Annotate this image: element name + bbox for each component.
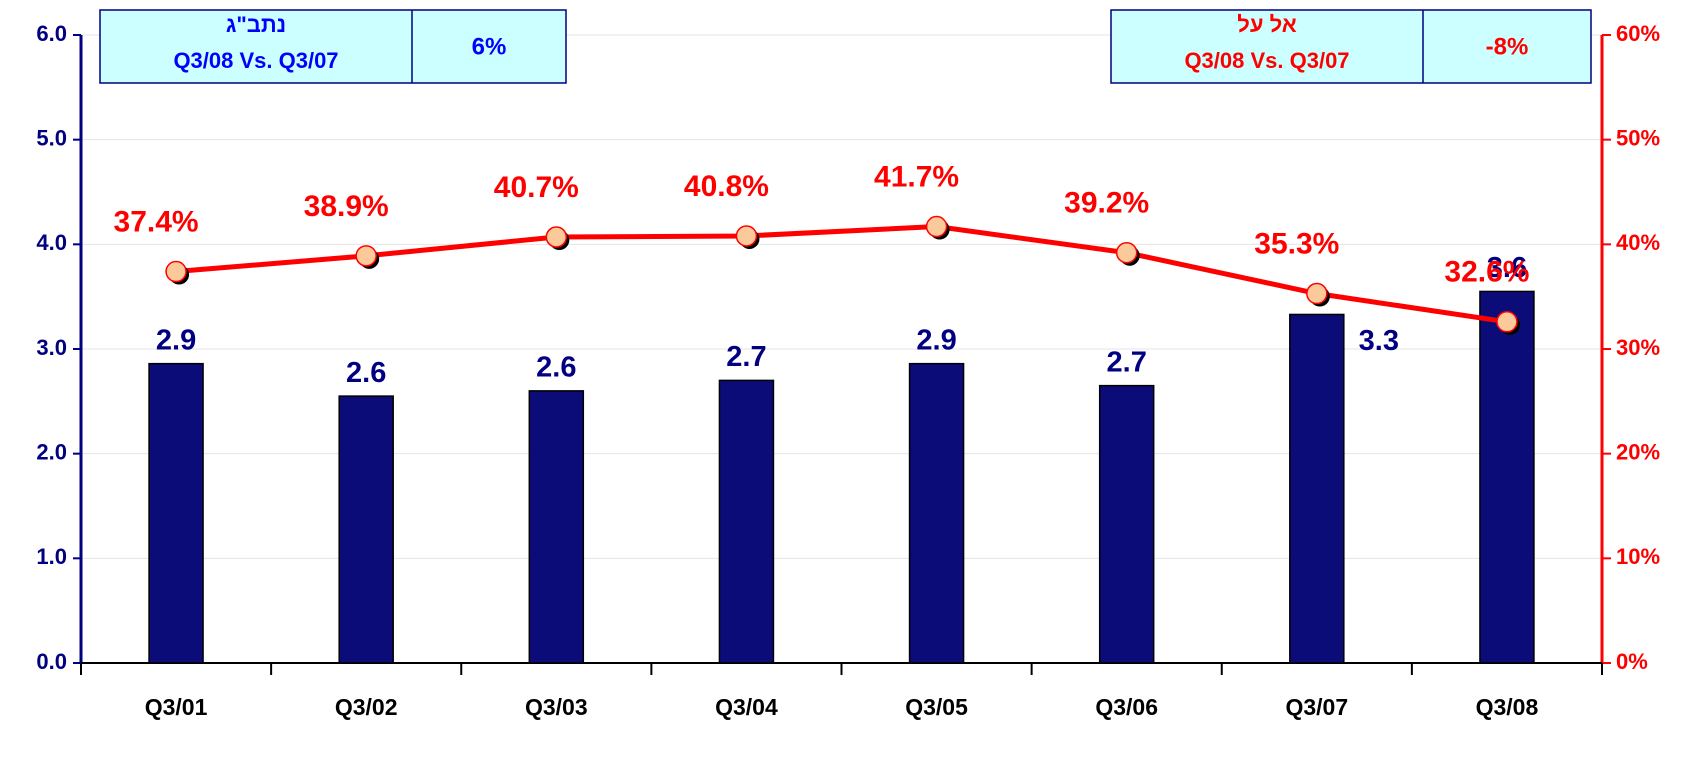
bar-label: 2.9	[916, 324, 956, 356]
info-title: אל על	[1237, 12, 1296, 37]
line-label: 40.7%	[494, 171, 579, 204]
info-subtitle: Q3/08 Vs. Q3/07	[173, 48, 338, 73]
y-tick-label: 4.0	[36, 230, 67, 255]
marker	[1306, 282, 1328, 305]
marker	[735, 225, 758, 247]
y-tick-label: 3.0	[36, 335, 67, 360]
y2-tick-label: 20%	[1616, 439, 1660, 464]
y2-tick-label: 60%	[1616, 21, 1660, 46]
line-label: 37.4%	[114, 205, 199, 238]
marker	[355, 245, 377, 267]
line-label: 41.7%	[874, 160, 959, 193]
y2-tick-label: 50%	[1616, 125, 1660, 150]
y-tick-label: 2.0	[36, 439, 67, 464]
bar	[1289, 313, 1345, 664]
bar	[1479, 290, 1535, 664]
line	[175, 224, 1508, 325]
bar-label: 2.6	[536, 352, 576, 384]
line-label: 35.3%	[1254, 227, 1339, 260]
bar	[908, 362, 965, 664]
info-title: נתב"ג	[226, 12, 286, 37]
line-label: 39.2%	[1064, 187, 1149, 220]
x-tick-label: Q3/04	[715, 694, 778, 720]
bar	[528, 390, 585, 664]
x-tick-label: Q3/08	[1476, 694, 1539, 720]
x-tick-label: Q3/06	[1095, 694, 1158, 720]
bar-label: 2.9	[156, 324, 196, 356]
x-tick-label: Q3/02	[335, 694, 398, 720]
bar-label: 2.7	[1107, 346, 1147, 378]
y2-tick-label: 10%	[1616, 544, 1660, 569]
marker	[1115, 241, 1138, 264]
bar-label: 3.3	[1359, 325, 1399, 357]
x-tick-label: Q3/07	[1285, 694, 1348, 720]
info-box	[1110, 9, 1592, 84]
marker	[545, 226, 568, 248]
info-box	[99, 9, 567, 84]
y-tick-label: 1.0	[36, 544, 67, 569]
marker	[925, 215, 948, 238]
info-value: 6%	[472, 33, 507, 60]
marker	[1496, 311, 1518, 333]
y-tick-label: 5.0	[36, 125, 67, 150]
x-tick-label: Q3/03	[525, 694, 588, 720]
y2-tick-label: 0%	[1616, 649, 1648, 674]
line-label: 38.9%	[304, 190, 389, 223]
line-label: 32.6%	[1444, 256, 1529, 289]
x-tick-label: Q3/05	[905, 694, 968, 720]
y2-tick-label: 40%	[1616, 230, 1660, 255]
bar	[338, 395, 394, 664]
bar-label: 2.7	[726, 341, 766, 373]
bar	[1098, 384, 1155, 664]
y2-tick-label: 30%	[1616, 335, 1660, 360]
info-value: -8%	[1486, 33, 1529, 60]
bar-label: 3.6	[1487, 252, 1527, 284]
bar-label: 2.6	[346, 357, 386, 389]
marker	[165, 260, 187, 283]
y-tick-label: 6.0	[36, 21, 67, 46]
line-label: 40.8%	[684, 170, 769, 203]
y-tick-label: 0.0	[36, 649, 67, 674]
bar	[148, 362, 204, 664]
x-tick-label: Q3/01	[145, 694, 208, 720]
info-subtitle: Q3/08 Vs. Q3/07	[1184, 48, 1349, 73]
bar	[718, 379, 775, 664]
